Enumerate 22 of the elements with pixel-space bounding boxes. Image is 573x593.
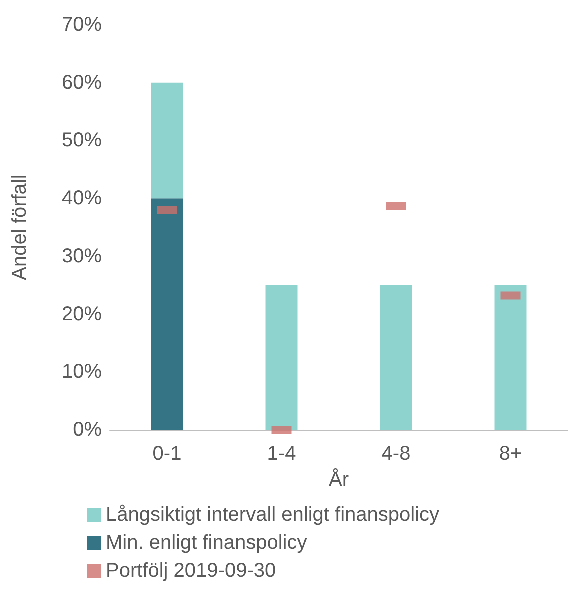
legend-label: Portfölj 2019-09-30 [106,560,276,582]
legend-label: Min. enligt finanspolicy [106,532,308,554]
x-tick-label: 0-1 [152,443,182,465]
bar [151,198,184,430]
legend-label: Långsiktigt intervall enligt finanspolicy [106,504,440,526]
y-tick-label: 0% [73,419,102,441]
y-axis-title: Andel förfall [9,174,31,280]
x-tick-label: 4-8 [382,443,411,465]
bar [151,82,184,199]
x-axis-title: År [329,468,350,491]
x-tick-label: 1-4 [267,443,296,465]
bar [380,285,412,430]
y-tick-label: 70% [62,14,102,36]
bar [266,285,298,430]
y-tick-label: 60% [62,72,102,94]
y-tick-label: 50% [62,130,102,152]
y-tick-label: 20% [62,303,102,326]
x-tick-label: 8+ [499,443,522,465]
y-tick-label: 30% [62,245,102,268]
bar [494,285,527,430]
y-tick-label: 40% [62,188,102,210]
y-tick-label: 10% [62,361,102,384]
